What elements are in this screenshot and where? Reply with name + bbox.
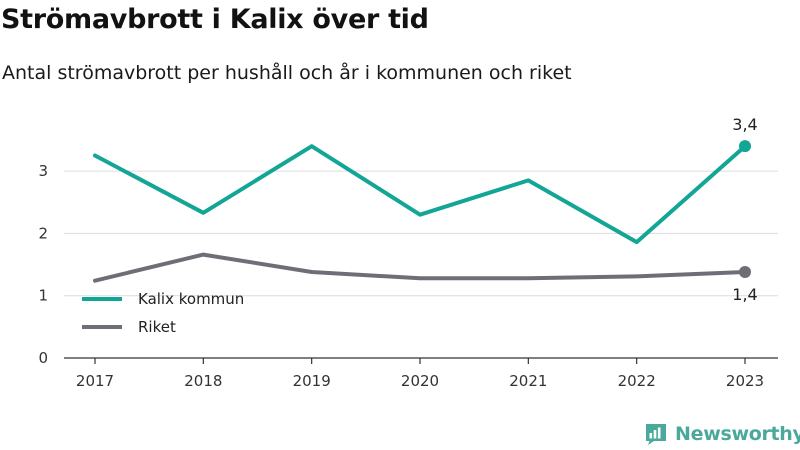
newsworthy-brand[interactable]: Newsworthy (644, 420, 800, 448)
chart-subtitle: Antal strömavbrott per hushåll och år i … (2, 62, 572, 84)
chart-title: Strömavbrott i Kalix över tid (1, 4, 429, 35)
series-end-point (739, 266, 751, 279)
x-tick-label: 2018 (184, 372, 222, 390)
x-tick-label: 2021 (509, 372, 547, 390)
x-tick-label: 2023 (726, 372, 764, 390)
end-value-label: 3,4 (732, 115, 757, 134)
series-lines (93, 140, 751, 283)
series-end-point (739, 140, 751, 153)
gridlines (64, 170, 778, 297)
axes: 0 1 2 3 2017 2018 2019 2020 2021 2022 2023 (38, 162, 778, 390)
end-value-label: 1,4 (732, 285, 757, 304)
series-line-kalix (93, 144, 747, 245)
data-labels: 3,4 1,4 (732, 115, 757, 304)
y-tick-label: 2 (38, 224, 48, 242)
legend-label: Riket (138, 318, 176, 336)
bar-chart-speech-bubble-icon (646, 424, 666, 445)
x-tick-label: 2020 (401, 372, 439, 390)
y-tick-label: 0 (38, 349, 48, 367)
y-tick-label: 3 (38, 162, 48, 180)
legend: Kalix kommun Riket (82, 290, 244, 336)
x-tick-label: 2022 (618, 372, 656, 390)
series-line-riket (93, 252, 747, 283)
brand-name: Newsworthy (675, 423, 800, 445)
y-tick-label: 1 (38, 287, 48, 305)
x-tick-label: 2019 (293, 372, 331, 390)
legend-label: Kalix kommun (138, 290, 244, 308)
x-tick-label: 2017 (76, 372, 114, 390)
